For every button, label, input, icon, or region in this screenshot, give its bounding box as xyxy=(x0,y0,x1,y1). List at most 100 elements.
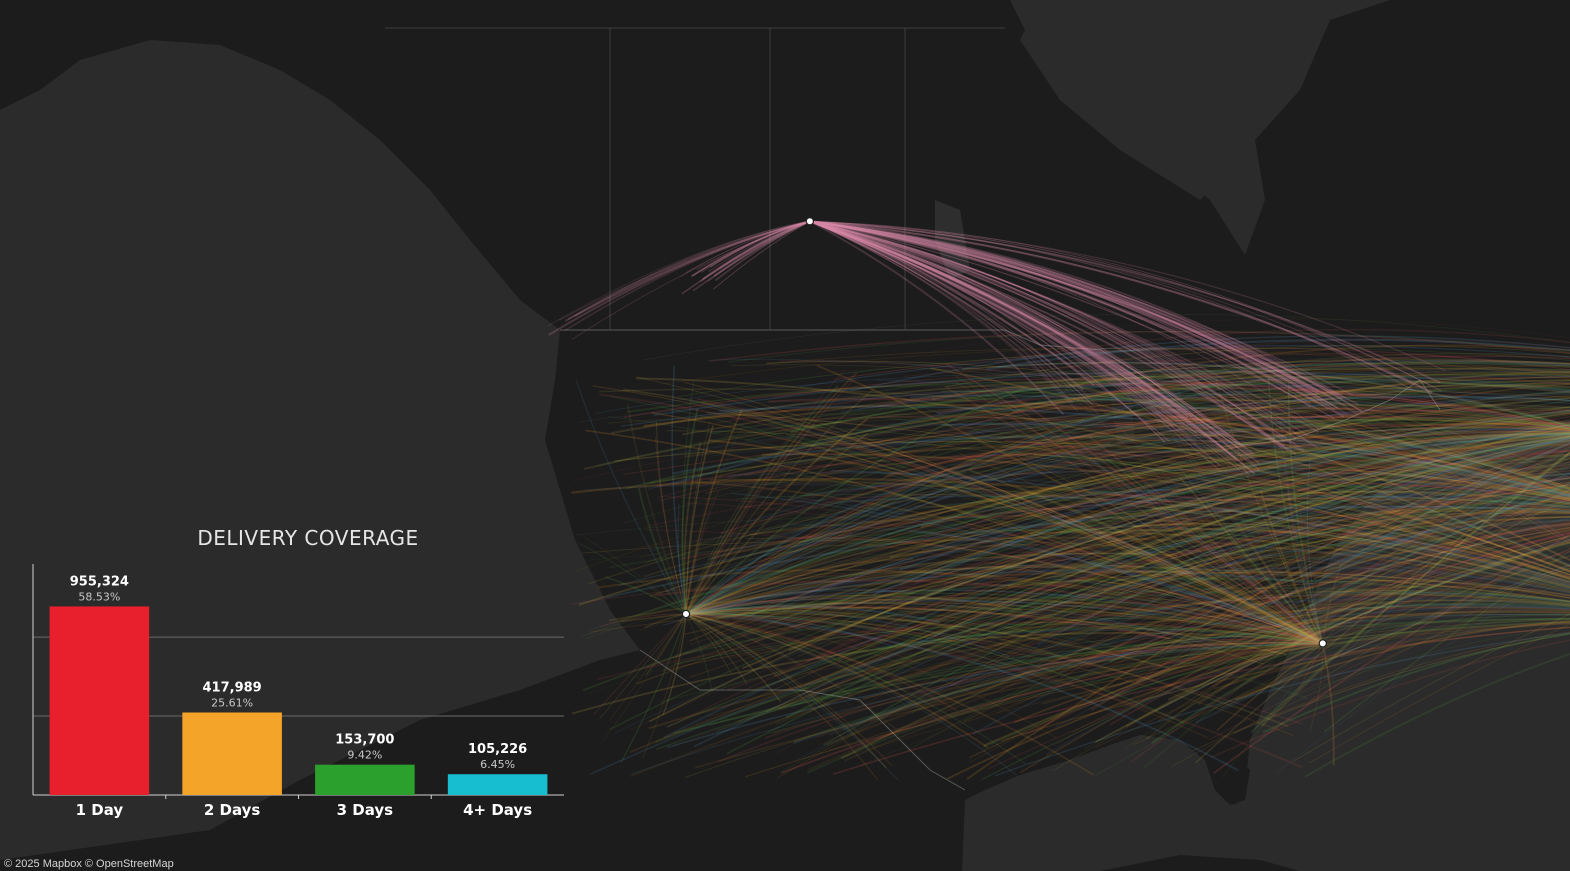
delivery-route xyxy=(1033,454,1570,572)
delivery-route xyxy=(1125,534,1570,727)
delivery-route xyxy=(648,434,1570,723)
delivery-route xyxy=(626,373,1570,490)
delivery-route xyxy=(636,377,1570,574)
delivery-route xyxy=(746,537,1323,644)
delivery-route xyxy=(999,450,1570,576)
delivery-route xyxy=(809,220,1256,474)
delivery-route xyxy=(599,388,1570,497)
delivery-route xyxy=(685,569,1308,616)
delivery-route xyxy=(623,416,1570,475)
delivery-route xyxy=(729,471,1570,584)
delivery-route xyxy=(685,488,1170,615)
delivery-route xyxy=(1296,532,1570,640)
delivery-route xyxy=(1048,437,1570,634)
delivery-route xyxy=(663,470,1570,670)
delivery-route xyxy=(1052,439,1570,526)
delivery-route xyxy=(994,328,1570,364)
delivery-route xyxy=(685,385,839,615)
delivery-route xyxy=(945,389,1570,446)
delivery-route xyxy=(642,313,1570,361)
delivery-route xyxy=(1193,437,1570,590)
delivery-route xyxy=(649,445,1570,500)
delivery-route xyxy=(1287,413,1570,545)
delivery-route xyxy=(941,390,1570,491)
delivery-route xyxy=(573,404,1570,482)
delivery-route xyxy=(685,405,885,615)
delivery-route xyxy=(685,399,1157,615)
delivery-route xyxy=(809,220,1260,471)
delivery-route xyxy=(1116,527,1570,672)
delivery-route xyxy=(685,605,1171,640)
delivery-route xyxy=(589,518,1570,775)
delivery-route xyxy=(962,481,1570,620)
delivery-route xyxy=(899,432,1570,586)
delivery-route xyxy=(1236,431,1570,484)
delivery-route xyxy=(996,361,1570,427)
delivery-route xyxy=(630,525,1570,778)
delivery-route xyxy=(809,220,1308,437)
delivery-route xyxy=(809,220,1185,427)
delivery-route xyxy=(782,454,1570,613)
delivery-route xyxy=(685,537,1174,615)
delivery-route xyxy=(1129,485,1570,505)
delivery-route xyxy=(809,220,1354,397)
delivery-route xyxy=(685,435,1570,500)
delivery-route xyxy=(597,569,1324,645)
delivery-route xyxy=(842,503,1570,731)
delivery-route xyxy=(685,612,1170,669)
delivery-route xyxy=(904,457,1570,753)
delivery-route xyxy=(1170,499,1570,628)
delivery-route xyxy=(946,571,1570,608)
delivery-route xyxy=(809,220,1257,456)
delivery-route xyxy=(809,220,1329,401)
delivery-route xyxy=(809,220,1249,457)
delivery-route xyxy=(809,220,1330,410)
delivery-route xyxy=(685,522,1191,615)
delivery-route xyxy=(661,622,1323,672)
delivery-route xyxy=(708,439,1324,645)
delivery-route xyxy=(809,220,1222,473)
delivery-route xyxy=(1259,617,1570,662)
delivery-route xyxy=(736,496,1570,723)
delivery-route xyxy=(878,382,1570,429)
delivery-route xyxy=(1074,381,1324,644)
delivery-route xyxy=(645,419,1570,485)
delivery-route xyxy=(1322,565,1342,644)
delivery-route xyxy=(685,612,958,712)
delivery-route xyxy=(685,613,899,781)
delivery-route xyxy=(1316,382,1570,426)
delivery-route xyxy=(1116,423,1570,494)
delivery-route xyxy=(666,435,1570,729)
delivery-route xyxy=(1178,466,1324,644)
delivery-route xyxy=(833,347,1570,381)
delivery-route xyxy=(638,438,1570,559)
delivery-route xyxy=(793,613,1570,744)
delivery-route xyxy=(809,220,1305,453)
delivery-route xyxy=(998,436,1570,644)
delivery-route xyxy=(1282,536,1570,662)
delivery-route xyxy=(880,473,1324,644)
delivery-route xyxy=(883,607,1324,645)
delivery-route xyxy=(809,220,1285,443)
delivery-route xyxy=(1095,591,1570,622)
delivery-route xyxy=(1212,435,1570,538)
delivery-route xyxy=(662,347,1570,385)
delivery-route xyxy=(715,577,1570,620)
delivery-route xyxy=(973,396,1570,439)
delivery-route xyxy=(918,611,1570,700)
delivery-route xyxy=(626,403,687,615)
map-attribution[interactable]: © 2025 Mapbox © OpenStreetMap xyxy=(4,858,174,870)
delivery-route xyxy=(1310,575,1570,701)
delivery-route xyxy=(809,220,1323,402)
delivery-route xyxy=(647,371,1570,490)
delivery-route xyxy=(1077,520,1324,644)
delivery-route xyxy=(780,439,1570,773)
delivery-route xyxy=(1092,362,1570,382)
delivery-route xyxy=(969,469,1324,644)
delivery-route xyxy=(685,584,1279,615)
delivery-route xyxy=(1259,489,1324,644)
delivery-route xyxy=(1052,419,1324,644)
delivery-route xyxy=(887,432,1570,536)
delivery-route xyxy=(809,220,1320,395)
